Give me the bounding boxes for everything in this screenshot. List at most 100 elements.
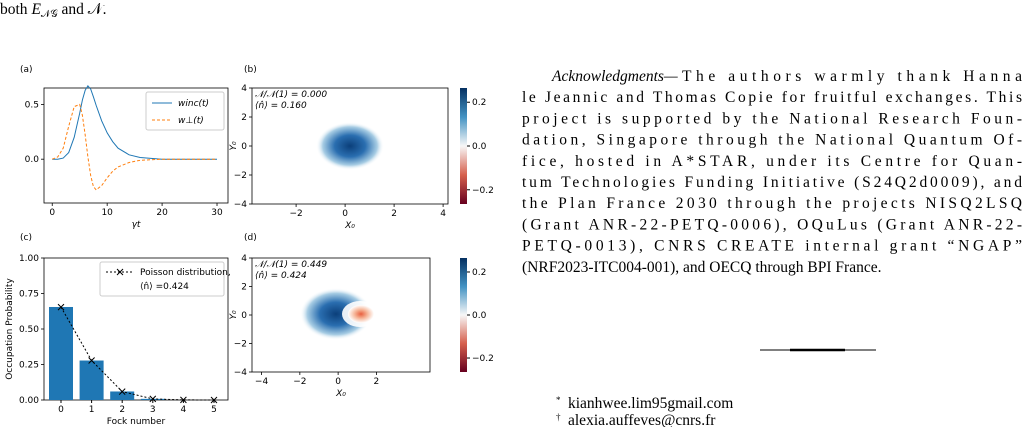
ack-line: The authors warmly thank Hanna bbox=[682, 68, 1022, 85]
ack-line: fice, hosted in A*STAR, under its Centre… bbox=[522, 153, 1022, 170]
ack-line: project is supported by the National Res… bbox=[522, 110, 1022, 127]
x-axis-label: Fock number bbox=[107, 417, 166, 427]
x-tick-label: −2 bbox=[289, 209, 302, 219]
legend-marker bbox=[116, 268, 124, 276]
y-tick-label: −2 bbox=[234, 171, 247, 181]
math-sub: 𝒩𝒢 bbox=[41, 9, 58, 20]
poisson-marker bbox=[180, 396, 187, 404]
x-tick-label: 4 bbox=[440, 209, 446, 219]
poisson-marker bbox=[149, 395, 157, 403]
y-tick-label: −4 bbox=[234, 200, 248, 210]
panel-label: (c) bbox=[20, 233, 32, 243]
y-tick-label: 4 bbox=[241, 84, 247, 94]
x-tick-label: 2 bbox=[374, 377, 380, 387]
footnote-mark: † bbox=[556, 412, 561, 422]
y-tick-label: 0.5 bbox=[25, 100, 39, 110]
legend-label: w⊥(t) bbox=[178, 116, 204, 126]
legend-label: Poisson distribution, bbox=[140, 268, 231, 278]
x-axis-label: X₀ bbox=[335, 389, 346, 399]
y-tick-label: 0.25 bbox=[19, 361, 39, 371]
x-tick-label: 30 bbox=[211, 208, 223, 218]
math: E bbox=[30, 1, 41, 18]
panel-label: (a) bbox=[20, 65, 33, 75]
y-tick-label: 0.50 bbox=[19, 325, 39, 335]
annotation: ⟨n̂⟩ = 0.424 bbox=[255, 270, 307, 281]
poisson-line bbox=[60, 306, 215, 401]
y-tick-label: 1.00 bbox=[19, 254, 39, 264]
colorbar bbox=[460, 88, 467, 204]
footnote-mark: * bbox=[556, 395, 561, 405]
y-tick-label: 0.00 bbox=[19, 396, 39, 406]
colorbar-label: 0.0 bbox=[472, 311, 487, 321]
x-tick-label: 1 bbox=[89, 405, 95, 415]
line-series bbox=[52, 103, 217, 191]
text: both bbox=[0, 1, 28, 18]
x-tick-label: 4 bbox=[181, 405, 187, 415]
text: and 𝒩. bbox=[61, 1, 106, 18]
annotation: 𝒩/𝒩(1) = 0.449 bbox=[255, 260, 327, 270]
annotation: ⟨n̂⟩ = 0.160 bbox=[255, 100, 307, 111]
y-axis-label: Y₀ bbox=[229, 141, 239, 150]
y-tick-label: 0 bbox=[241, 311, 247, 321]
legend-box bbox=[99, 261, 225, 297]
poisson-marker bbox=[57, 303, 65, 311]
x-tick-label: 20 bbox=[156, 208, 168, 218]
y-tick-label: 4 bbox=[241, 254, 247, 264]
x-tick-label: 10 bbox=[101, 208, 113, 218]
y-tick-label: −4 bbox=[234, 368, 248, 378]
panel-label: (b) bbox=[244, 65, 257, 75]
y-tick-label: 0.0 bbox=[25, 155, 40, 165]
wigner-d bbox=[300, 288, 378, 340]
line-series bbox=[52, 84, 217, 160]
colorbar bbox=[460, 258, 467, 372]
x-tick-label: 3 bbox=[150, 405, 156, 415]
colorbar-label: 0.2 bbox=[472, 98, 486, 108]
wigner-negative bbox=[348, 305, 374, 323]
legend-label: winc(t) bbox=[178, 99, 209, 109]
y-axis-label: Y₀ bbox=[229, 310, 239, 319]
x-tick-label: 0 bbox=[49, 208, 55, 218]
wigner-blob bbox=[300, 288, 372, 340]
x-tick-label: −2 bbox=[293, 377, 306, 387]
wigner-b bbox=[316, 122, 384, 170]
x-tick-label: 0 bbox=[342, 209, 348, 219]
y-tick-label: 0.75 bbox=[19, 290, 39, 300]
ack-heading: Acknowledgments— bbox=[551, 68, 678, 85]
footnote: alexia.auffeves@cnrs.fr bbox=[568, 412, 716, 427]
y-tick-label: −2 bbox=[234, 340, 247, 350]
annotation: 𝒩/𝒩(1) = 0.000 bbox=[255, 90, 327, 100]
ack-line: PETQ-0013), CNRS CREATE internal grant “… bbox=[522, 238, 1022, 255]
bar bbox=[110, 391, 135, 400]
x-tick-label: 5 bbox=[211, 405, 217, 415]
x-axis-label: X₀ bbox=[344, 221, 355, 231]
bar bbox=[49, 306, 73, 400]
colorbar-label: 0.2 bbox=[472, 268, 486, 278]
ack-line: dation, Singapore through the National Q… bbox=[522, 132, 1022, 149]
x-tick-label: 0 bbox=[58, 405, 64, 415]
footnote: kianhwee.lim95gmail.com bbox=[568, 395, 733, 412]
ack-line: (NRF2023-ITC004-001), and OECQ through B… bbox=[522, 259, 881, 276]
top-line: both E𝒩𝒢 and 𝒩. bbox=[0, 1, 106, 20]
poisson-marker bbox=[88, 357, 95, 364]
bar bbox=[79, 360, 104, 400]
colorbar-label: −0.2 bbox=[472, 186, 494, 196]
x-tick-label: 2 bbox=[391, 209, 397, 219]
legend-note: ⟨n̂⟩ =0.424 bbox=[140, 281, 189, 292]
x-axis-label: γt bbox=[132, 220, 141, 230]
y-tick-label: 2 bbox=[241, 283, 247, 293]
axes-frame bbox=[43, 87, 229, 204]
colorbar-label: 0.0 bbox=[472, 142, 487, 152]
poisson-marker bbox=[118, 388, 126, 395]
ack-line: tum Technologies Funding Initiative (S24… bbox=[522, 174, 1022, 191]
legend-box bbox=[145, 91, 225, 131]
ack-line: le Jeannic and Thomas Copie for fruitful… bbox=[522, 89, 1022, 106]
colorbar-label: −0.2 bbox=[472, 354, 494, 364]
poisson-marker bbox=[210, 396, 218, 404]
ack-line: (Grant ANR-22-PETQ-0006), OQuLus (Grant … bbox=[522, 216, 1022, 233]
x-tick-label: 0 bbox=[335, 377, 341, 387]
panel-label: (d) bbox=[244, 233, 257, 243]
x-tick-label: 2 bbox=[119, 405, 125, 415]
y-axis-label: Occupation Probability bbox=[5, 278, 15, 380]
wigner-blob bbox=[316, 122, 384, 170]
